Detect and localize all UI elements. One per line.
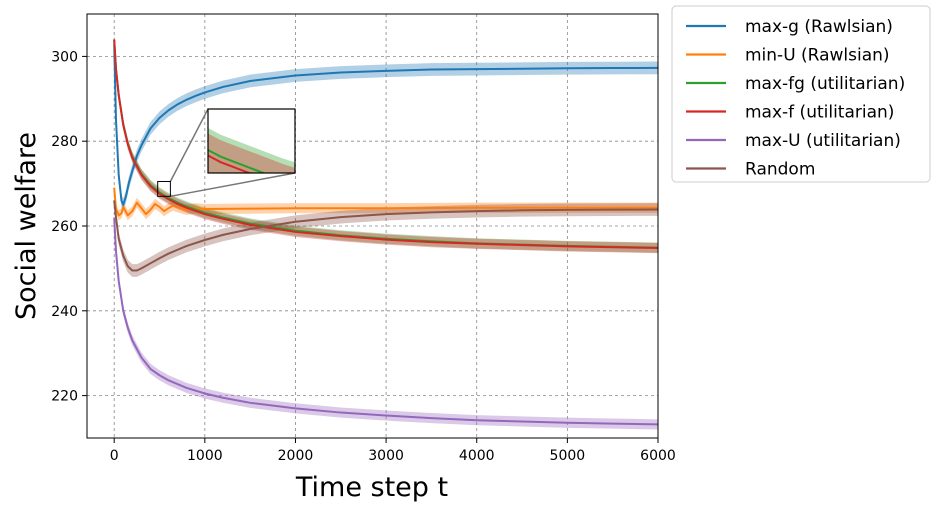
legend-box [671, 5, 931, 183]
y-axis-title: Social welfare [11, 132, 42, 320]
legend-label: max-g (Rawlsian) [745, 17, 893, 37]
inset-connector [170, 172, 296, 198]
x-tick-label: 1000 [187, 448, 223, 464]
x-tick-label: 0 [110, 448, 119, 464]
zoom-inset [157, 108, 296, 198]
x-tick-label: 3000 [368, 448, 404, 464]
series-line-max-f-utilitarian [113, 39, 658, 250]
legend-label: min-U (Rawlsian) [745, 46, 890, 66]
x-tick-label: 5000 [550, 448, 586, 464]
band-random [114, 194, 658, 277]
series-line-max-u-utilitarian [113, 217, 658, 426]
x-axis-title: Time step t [295, 472, 448, 503]
series-line-random [113, 200, 658, 272]
legend-label: max-f (utilitarian) [745, 103, 894, 123]
legend-label: max-U (utilitarian) [745, 131, 901, 151]
y-tick-label: 260 [51, 219, 78, 235]
legend-label: max-fg (utilitarian) [745, 74, 905, 94]
legend: max-g (Rawlsian) min-U (Rawlsian) max-fg (… [671, 5, 931, 183]
y-axis-ticks: 220 240 260 280 300 [51, 49, 87, 405]
x-tick-label: 6000 [640, 448, 676, 464]
zoom-region-box [157, 180, 171, 197]
inset-frame [207, 108, 296, 174]
legend-label: Random [745, 160, 815, 180]
y-tick-label: 240 [51, 304, 78, 320]
y-tick-label: 280 [51, 134, 78, 150]
inset-band-max-fg-utilitarian [208, 128, 295, 173]
x-tick-label: 2000 [278, 448, 314, 464]
inset-band-max-f-utilitarian [208, 133, 295, 173]
y-tick-label: 300 [51, 49, 78, 65]
series-line-max-g-rawlsian [113, 43, 658, 206]
inset-connector [169, 108, 209, 182]
x-tick-label: 4000 [459, 448, 495, 464]
x-axis-ticks: 0 1000 2000 3000 4000 5000 6000 [110, 438, 676, 464]
series-line-min-u-rawlsian [113, 187, 658, 217]
y-tick-label: 220 [51, 389, 78, 405]
inset-plot [208, 128, 295, 173]
series-lines [113, 39, 658, 426]
